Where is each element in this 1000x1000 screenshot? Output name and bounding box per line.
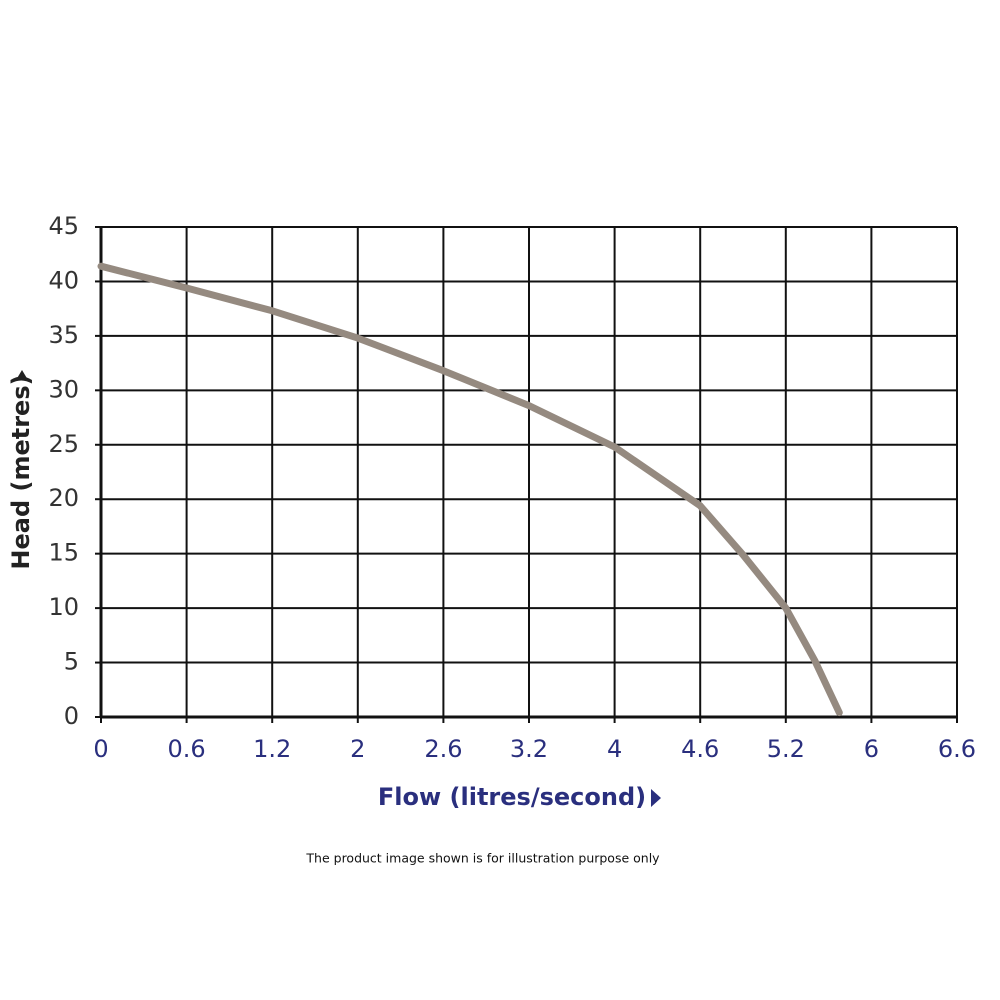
x-tick-label: 4 (607, 735, 622, 763)
x-tick-label: 4.6 (681, 735, 719, 763)
y-tick-label: 10 (48, 593, 79, 621)
x-tick-label: 6 (864, 735, 879, 763)
y-axis-title: Head (metres) (7, 374, 35, 569)
y-tick-label: 45 (48, 212, 79, 240)
y-tick-label: 35 (48, 321, 79, 349)
x-tick-label: 0 (93, 735, 108, 763)
x-tick-label: 5.2 (767, 735, 805, 763)
y-axis-arrow (16, 370, 28, 380)
x-tick-label: 6.6 (938, 735, 976, 763)
x-tick-label: 3.2 (510, 735, 548, 763)
y-tick-label: 20 (48, 484, 79, 512)
curve (97, 262, 843, 717)
x-tick-label: 0.6 (168, 735, 206, 763)
x-tick-label: 1.2 (253, 735, 291, 763)
y-tick-label: 0 (64, 702, 79, 730)
footer-note: The product image shown is for illustrat… (305, 851, 660, 866)
y-tick-label: 25 (48, 430, 79, 458)
x-axis-arrow (651, 789, 661, 807)
x-axis-title: Flow (litres/second) (378, 783, 646, 811)
y-tick-label: 15 (48, 539, 79, 567)
y-tick-label: 40 (48, 266, 79, 294)
y-tick-label: 30 (48, 375, 79, 403)
x-tick-label: 2 (350, 735, 365, 763)
y-tick-label: 5 (64, 648, 79, 676)
y-axis-title-group: Head (metres) (7, 370, 35, 570)
x-tick-label: 2.6 (424, 735, 462, 763)
